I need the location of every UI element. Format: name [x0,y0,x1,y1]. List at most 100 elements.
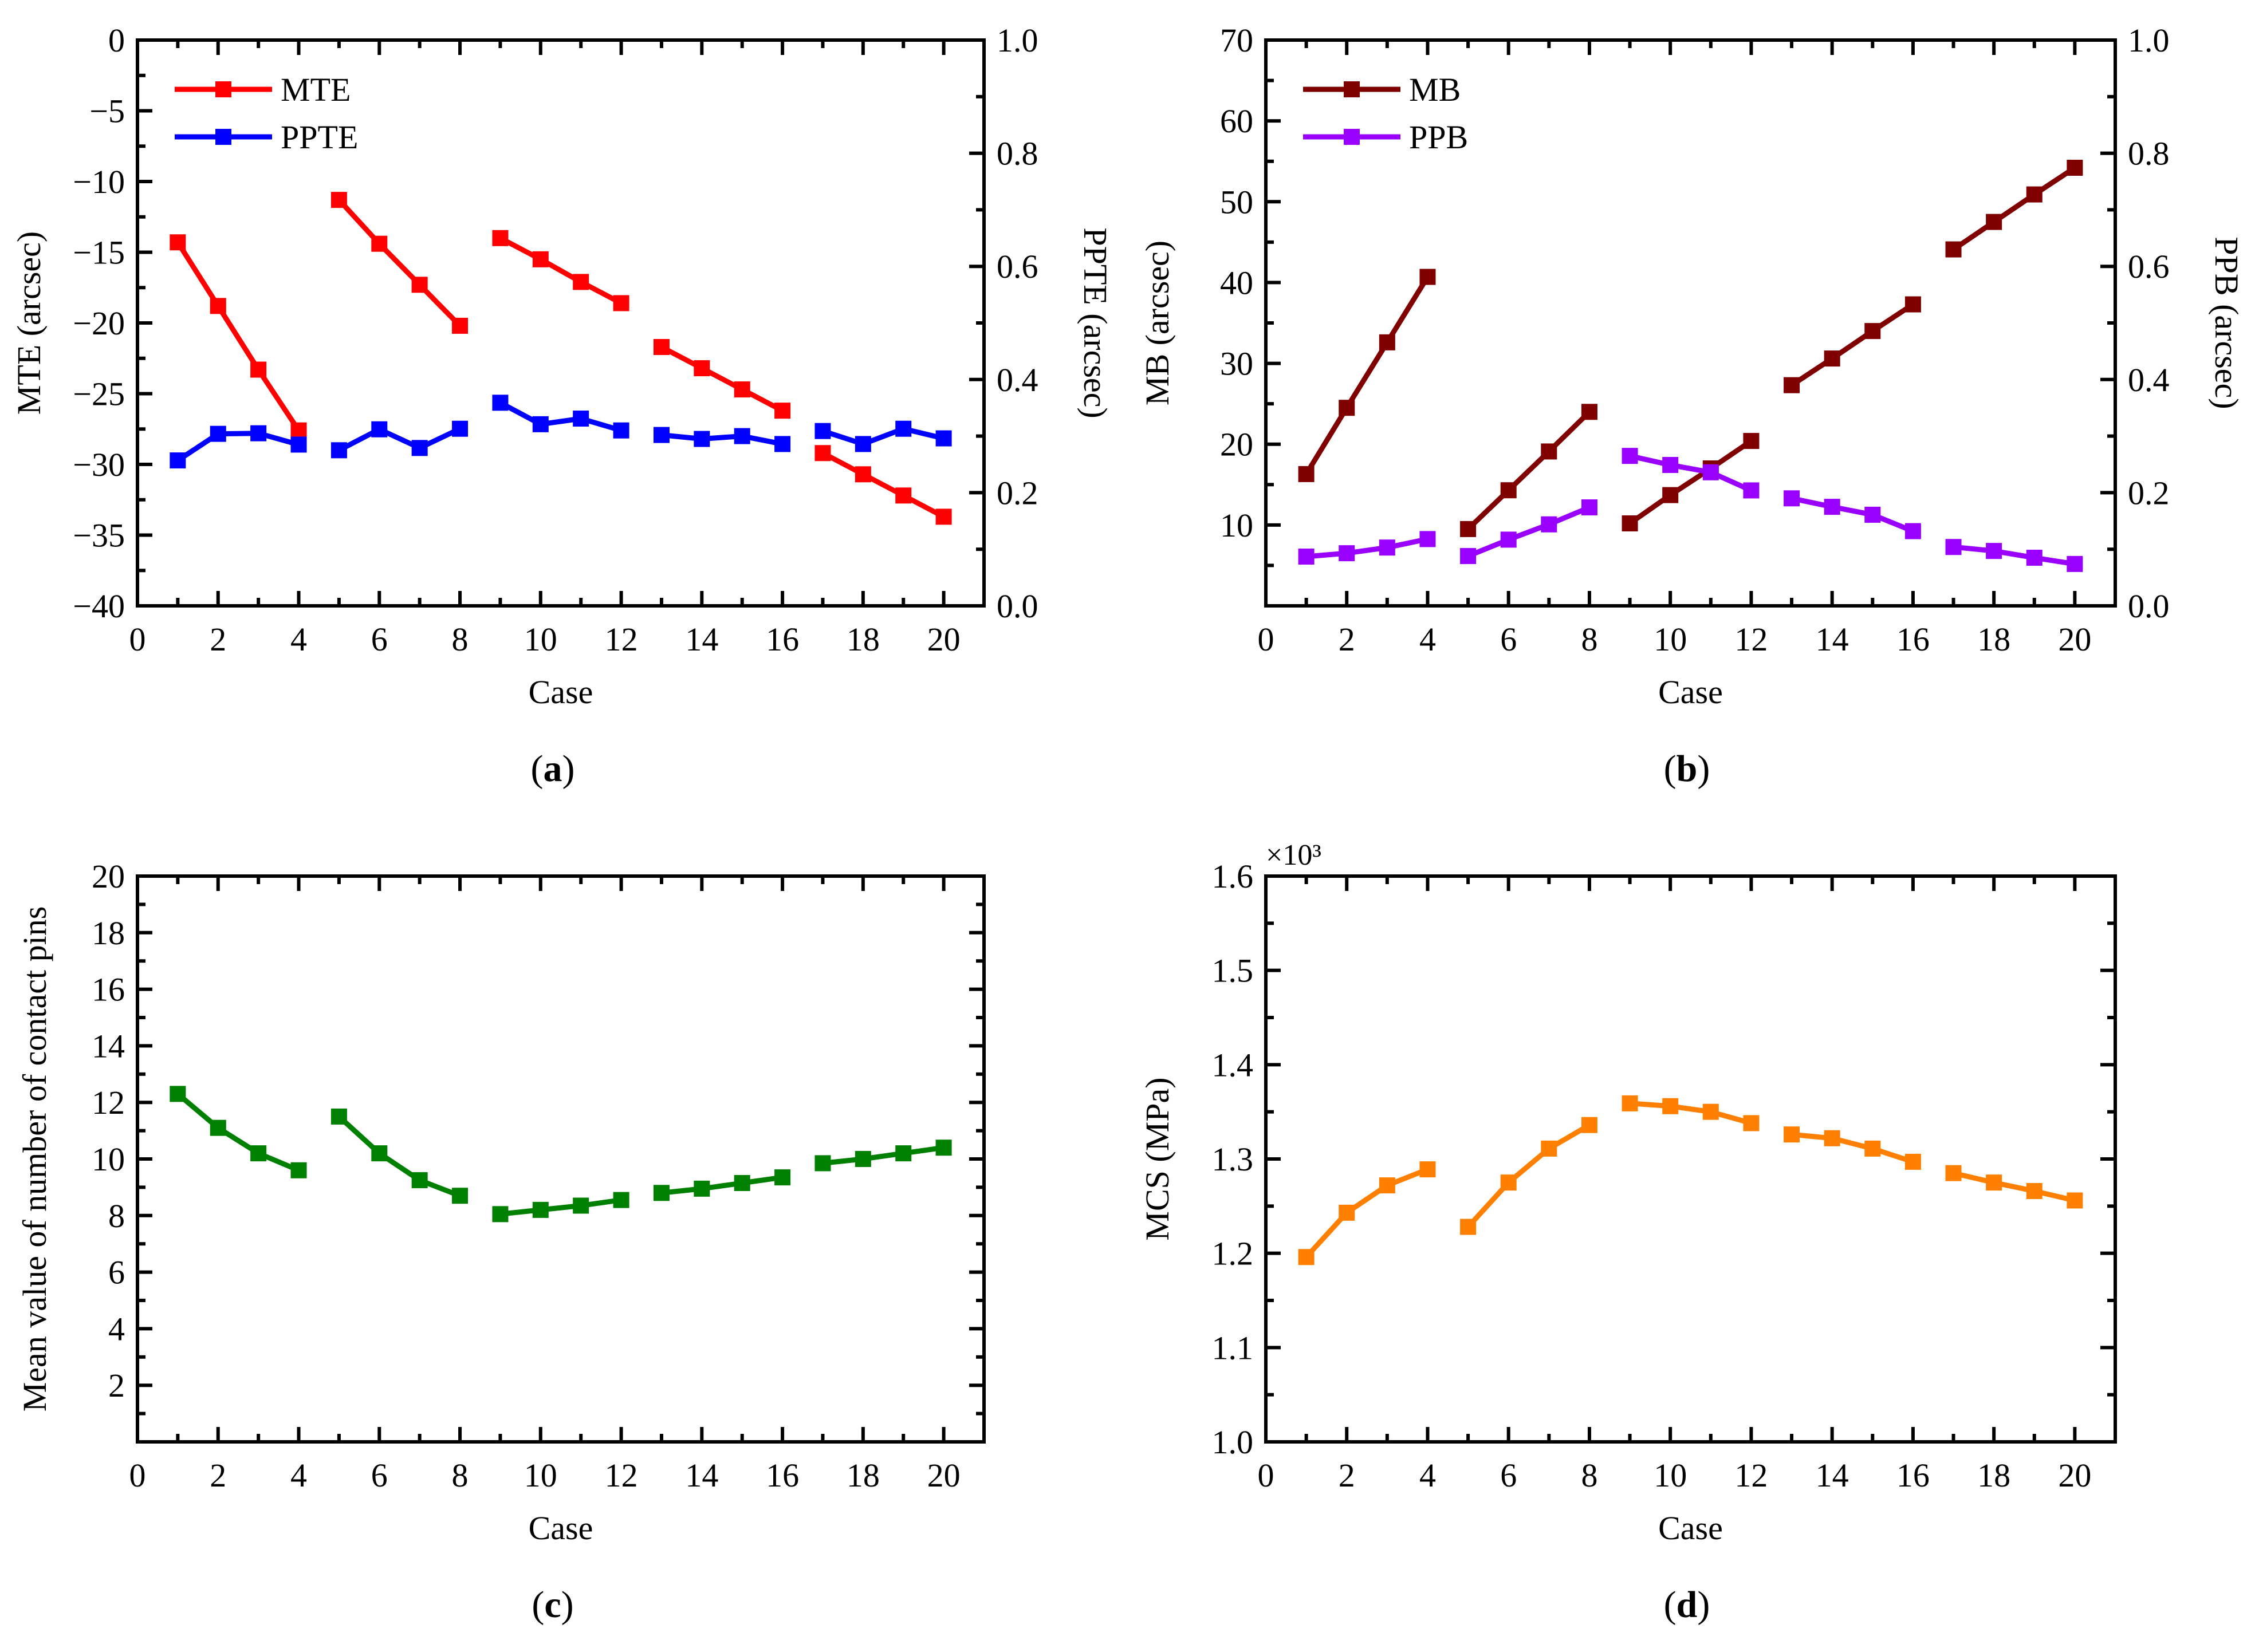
x-axis-label: Case [1658,673,1723,711]
series-line [1791,495,1914,534]
x-tick-label: 12 [1734,621,1768,658]
y-tick-label: 1.1 [1212,1329,1254,1366]
x-tick-label: 20 [2058,1457,2091,1494]
data-point [653,338,670,355]
legend-marker [1344,129,1360,145]
series-line [337,1114,461,1198]
data-point [1581,404,1597,420]
data-point [855,436,871,452]
data-point [1500,1174,1517,1191]
x-tick-label: 20 [2058,621,2091,658]
data-point [170,1086,186,1102]
series-ppte [170,395,952,469]
series-line [1630,1101,1752,1126]
data-point [774,403,791,419]
data-point [694,360,710,377]
data-point [452,1188,469,1204]
data-point [694,431,710,447]
legend-marker [215,129,231,145]
y2-axis-label: PPTE (arcsec) [1077,227,1114,418]
x-tick-label: 10 [524,621,557,658]
y-scale-note: ×10³ [1266,839,1321,872]
data-point [1500,482,1517,499]
data-point [492,1206,509,1223]
data-point [1662,456,1679,473]
data-point [814,423,831,439]
data-point [1460,521,1477,537]
x-tick-label: 0 [1258,1457,1274,1494]
x-tick-label: 8 [452,621,469,658]
legend-marker [1344,81,1360,97]
y-tick-label: −10 [73,163,125,200]
y-tick-label: 4 [108,1310,125,1347]
y-tick-label: 60 [1220,102,1253,140]
y2-tick-label: 0.2 [2128,474,2170,511]
data-point [1986,543,2002,559]
data-point [1622,515,1638,532]
legend: MTE PPTE [175,71,358,156]
data-point [1419,531,1436,547]
y-tick-label: 2 [108,1367,125,1404]
data-point [452,317,469,334]
y-tick-label: 40 [1220,264,1253,301]
y-tick-label: 50 [1220,183,1253,220]
y-tick-label: −40 [73,588,125,625]
y-axis-label: MTE (arcsec) [10,231,48,415]
data-point [653,427,670,443]
series-line [1467,504,1591,559]
data-point [1460,548,1477,565]
data-point [250,1145,267,1162]
series-line [1466,410,1592,531]
data-point [1419,269,1436,285]
data-point [1702,464,1719,480]
data-point [1702,1103,1719,1120]
x-tick-label: 0 [129,621,146,658]
series-line [660,345,784,413]
x-tick-label: 20 [927,1457,961,1494]
y-tick-label: 10 [1220,507,1253,544]
x-tick-label: 8 [1581,621,1597,658]
series-line [176,1091,300,1173]
x-tick-label: 6 [1500,621,1517,658]
data-point [170,234,186,251]
series-line [1629,453,1753,493]
data-point [290,1162,307,1178]
series-line [1790,302,1915,388]
data-point [1541,443,1557,460]
panel-c-caption: (c) [532,1584,574,1626]
data-point [734,1174,750,1191]
x-tick-label: 16 [1896,621,1930,658]
data-point [411,277,428,293]
y-tick-label: 10 [92,1141,125,1178]
y-tick-label: 14 [92,1027,125,1064]
x-tick-label: 16 [1896,1457,1930,1494]
x-tick-label: 0 [129,1457,146,1494]
y-tick-label: −15 [73,234,125,271]
data-point [895,1145,912,1162]
data-point [1864,506,1881,523]
x-tick-label: 8 [1581,1457,1597,1494]
x-axis-label: Case [529,1509,593,1547]
x-tick-label: 4 [290,1457,307,1494]
series-line [1628,439,1753,526]
series-line [1951,165,2076,252]
data-point [2067,1192,2083,1209]
legend: MB PPB [1303,71,1468,156]
x-tick-label: 14 [685,1457,718,1494]
x-tick-label: 16 [766,621,799,658]
data-point [653,1185,670,1201]
series-line [822,426,945,447]
data-point [1581,1117,1597,1133]
data-point [2067,160,2083,176]
data-point [1904,523,1921,539]
y-tick-label: 20 [1220,426,1253,463]
series-line [337,198,462,328]
data-point [532,251,549,267]
x-tick-label: 16 [766,1457,799,1494]
data-point [1824,1130,1840,1146]
x-tick-label: 2 [210,1457,226,1494]
data-point [895,487,912,504]
y2-tick-label: 0.4 [2128,361,2170,399]
x-tick-label: 4 [1419,621,1436,658]
data-point [1622,1095,1638,1111]
